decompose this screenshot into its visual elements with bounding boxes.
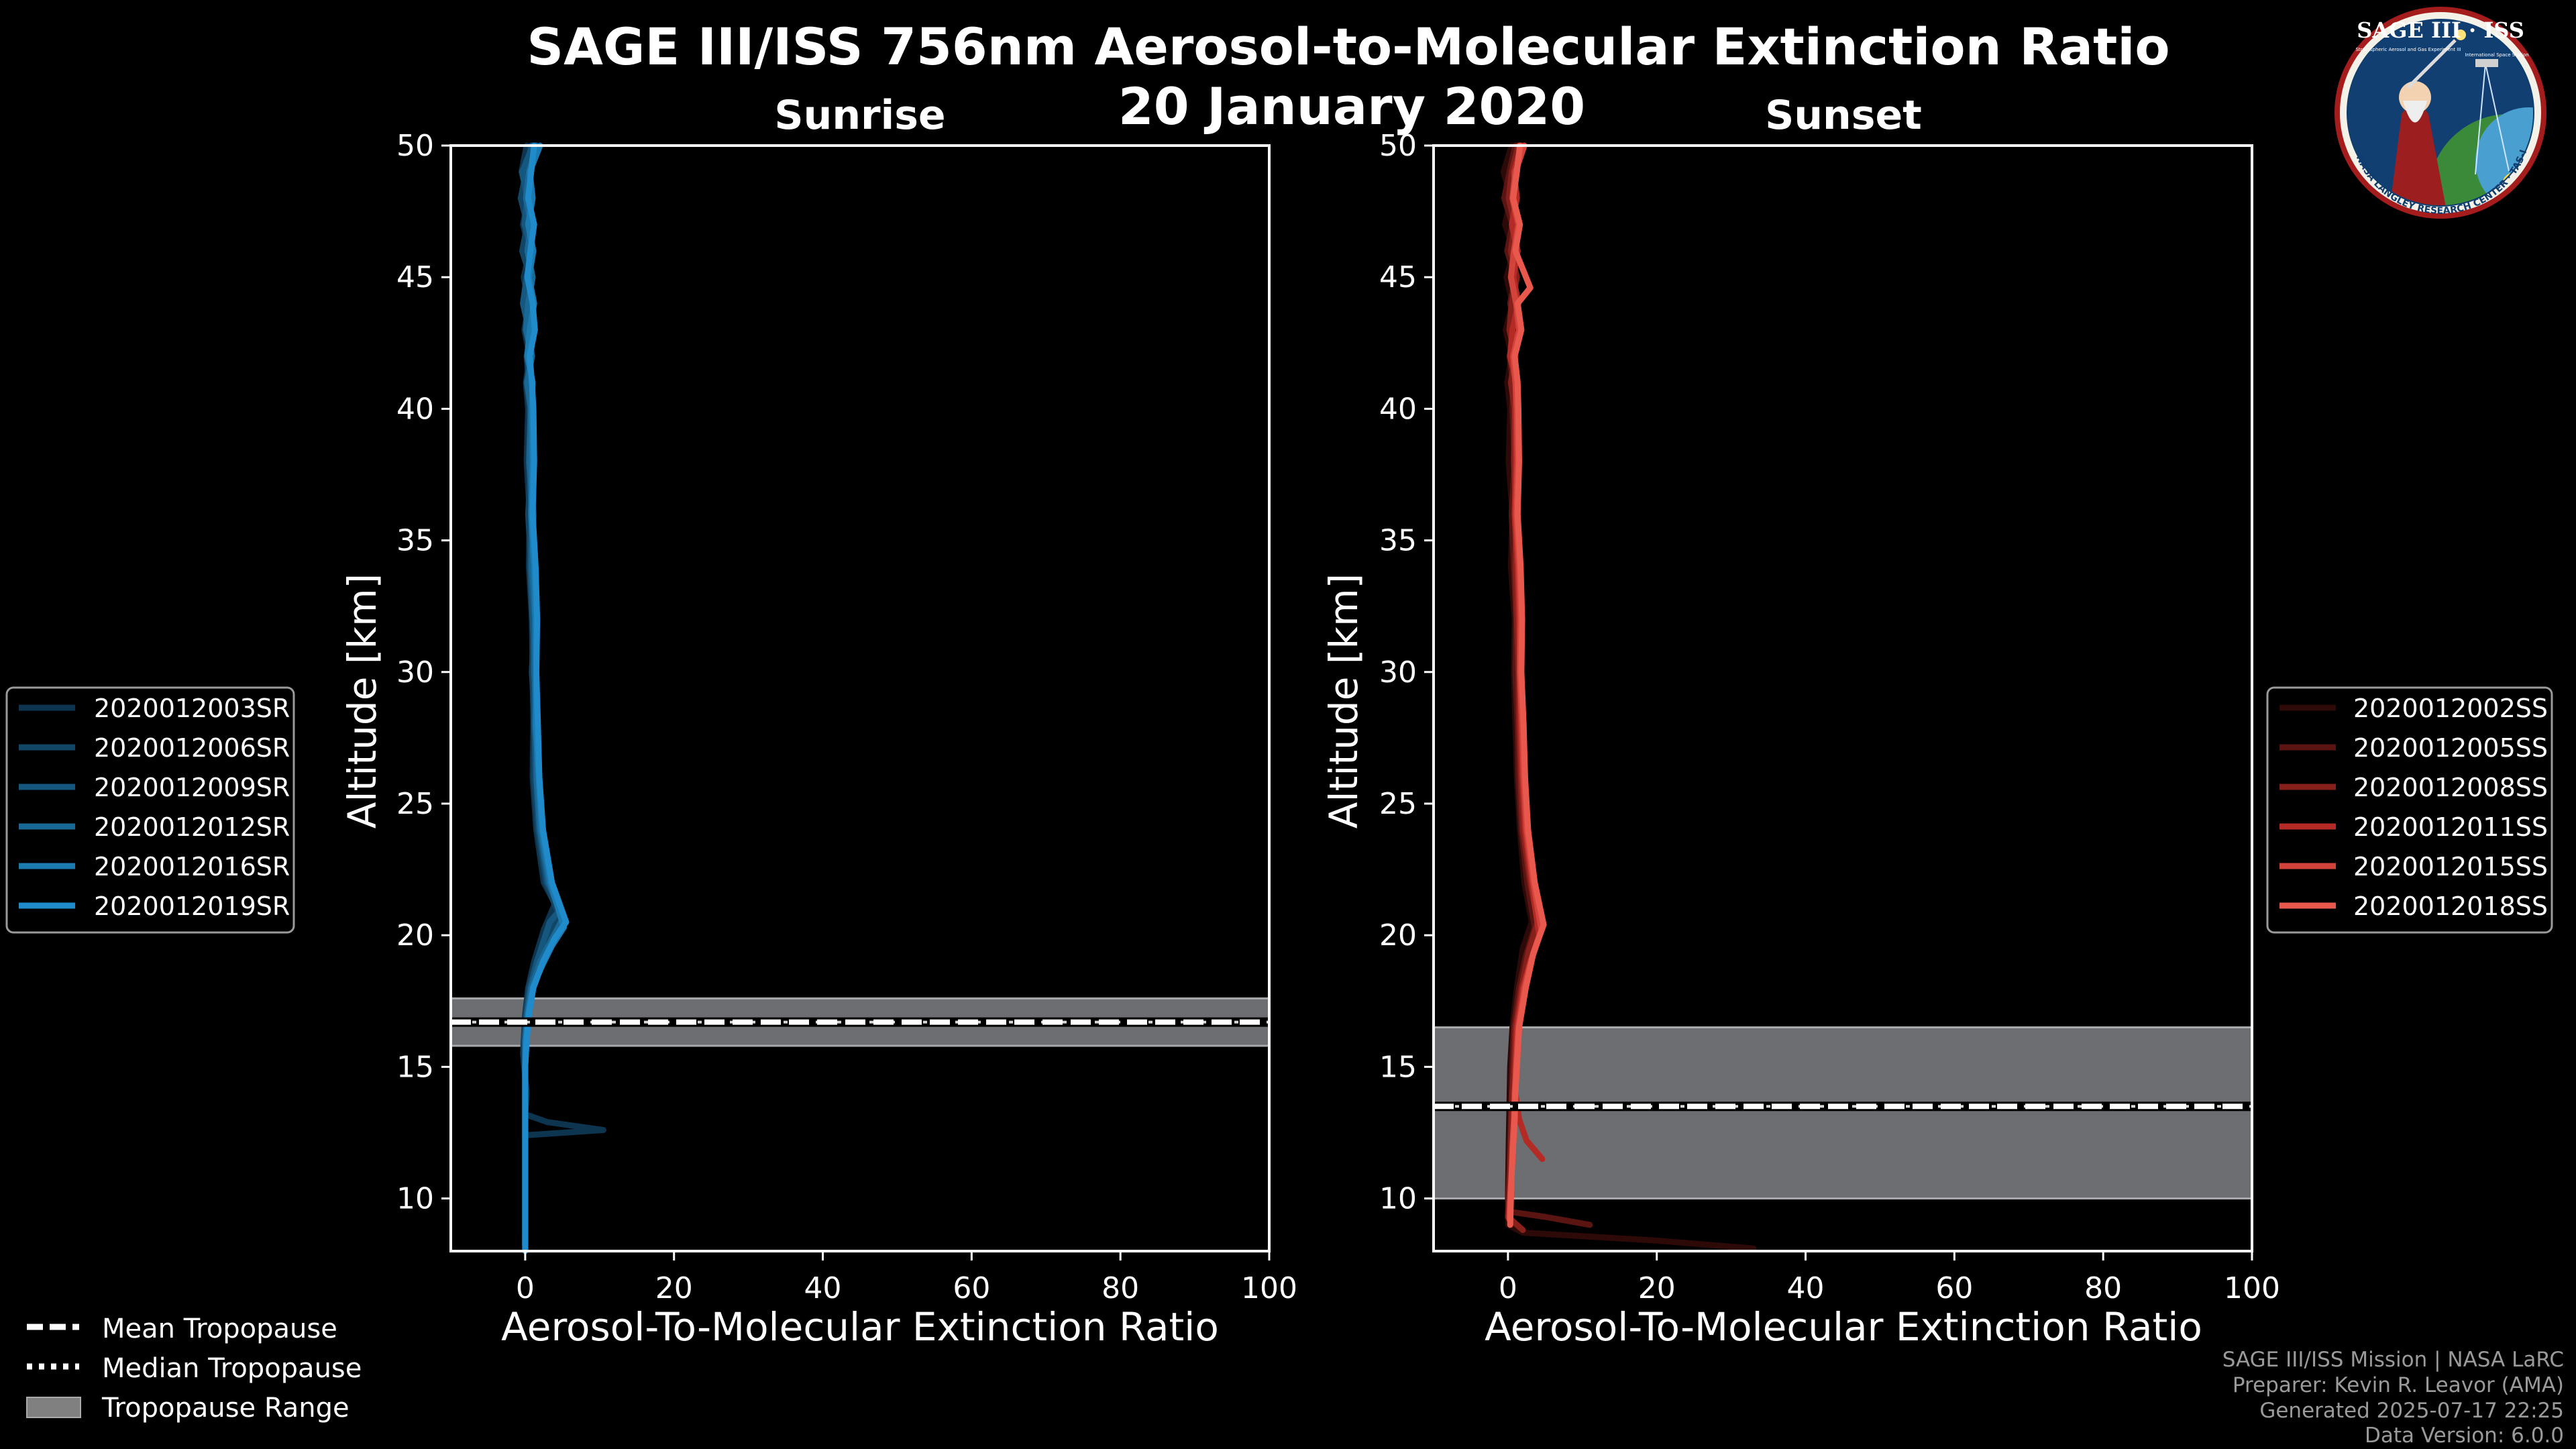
sunset-y-tick-label: 45 (1379, 260, 1417, 294)
sunset-legend: 2020012002SS 2020012005SS 2020012008SS 2020… (2266, 686, 2553, 934)
sunrise-x-tick-label: 60 (953, 1271, 990, 1305)
sunset-legend-label: 2020012005SS (2353, 733, 2548, 763)
sunset-x-tick-label: 40 (1787, 1271, 1825, 1305)
footer-preparer: Preparer: Kevin R. Leavor (AMA) (2233, 1373, 2564, 1397)
median-tropopause-label: Median Tropopause (102, 1353, 362, 1384)
sunset-y-tick-label: 25 (1379, 787, 1417, 821)
sunrise-series-2020012019SR (522, 142, 570, 1254)
sunset-y-tick-label: 40 (1379, 392, 1417, 426)
sunrise-panel: Altitude [km] Aerosol-To-Molecular Extin… (339, 129, 1297, 1350)
footer-data-version: Data Version: 6.0.0 (2365, 1424, 2564, 1448)
sunrise-x-tick-label: 20 (655, 1271, 693, 1305)
sunrise-legend-label: 2020012009SR (94, 773, 290, 802)
sunset-axes-frame (1432, 144, 2253, 1252)
sunset-y-tick-label: 50 (1379, 129, 1417, 163)
sunrise-y-axis-label: Altitude [km] (339, 574, 385, 828)
sunset-y-tick-label: 30 (1379, 655, 1417, 690)
sunrise-y-tick-label: 45 (396, 260, 434, 294)
sunset-x-tick-label: 100 (2224, 1271, 2280, 1305)
sunrise-panel-title: Sunrise (774, 92, 945, 139)
sunrise-x-axis-label: Aerosol-To-Molecular Extinction Ratio (501, 1304, 1219, 1350)
sunset-panel-title: Sunset (1765, 92, 1922, 139)
logo-small-text-right: International Space Station (2465, 52, 2528, 58)
sunrise-y-tick-label: 30 (396, 655, 434, 690)
tropopause-range-swatch (26, 1397, 81, 1418)
sunrise-legend-label: 2020012006SR (94, 733, 290, 763)
main-title: SAGE III/ISS 756nm Aerosol-to-Molecular … (527, 17, 2169, 76)
logo-text: SAGE III · ISS (2357, 17, 2524, 43)
sunrise-y-tick-label: 15 (396, 1050, 434, 1084)
sunset-panel: Altitude [km] Aerosol-To-Molecular Extin… (1321, 129, 2280, 1350)
sunrise-legend: 2020012003SR 2020012006SR 2020012009SR 2020… (5, 686, 295, 934)
sunset-x-tick-label: 20 (1638, 1271, 1676, 1305)
sunrise-legend-label: 2020012019SR (94, 892, 290, 921)
sunset-tropopause-range-band (1432, 1026, 2253, 1200)
sunrise-y-tick-label: 25 (396, 787, 434, 821)
footer-generated: Generated 2025-07-17 22:25 (2259, 1399, 2564, 1423)
tropopause-legend: Mean Tropopause Median Tropopause Tropop… (26, 1313, 362, 1424)
sunrise-y-tick-label: 20 (396, 918, 434, 953)
sunset-legend-label: 2020012018SS (2353, 892, 2548, 921)
sunrise-x-tick-label: 100 (1241, 1271, 1297, 1305)
sunset-y-axis-label: Altitude [km] (1321, 574, 1366, 828)
sunrise-legend-label: 2020012012SR (94, 812, 290, 842)
main-subtitle: 20 January 2020 (1118, 76, 1585, 136)
sunrise-axes-frame (449, 144, 1271, 1252)
sunrise-x-tick-label: 0 (516, 1271, 535, 1305)
sunset-y-tick-label: 20 (1379, 918, 1417, 953)
sunset-legend-label: 2020012011SS (2353, 812, 2548, 842)
sunset-legend-label: 2020012015SS (2353, 852, 2548, 881)
sunset-legend-label: 2020012002SS (2353, 694, 2548, 723)
footer-mission: SAGE III/ISS Mission | NASA LaRC (2222, 1348, 2564, 1372)
sunset-x-axis-label: Aerosol-To-Molecular Extinction Ratio (1485, 1304, 2202, 1350)
sunrise-y-tick-label: 40 (396, 392, 434, 426)
sunset-y-tick-label: 15 (1379, 1050, 1417, 1084)
sunrise-y-tick-label: 50 (396, 129, 434, 163)
tropopause-range-label: Tropopause Range (101, 1393, 350, 1424)
sunset-x-tick-label: 0 (1499, 1271, 1517, 1305)
sunset-y-tick-label: 10 (1379, 1182, 1417, 1216)
sunrise-legend-label: 2020012003SR (94, 694, 290, 723)
sunrise-y-tick-label: 10 (396, 1182, 434, 1216)
footer: SAGE III/ISS Mission | NASA LaRC Prepare… (2222, 1348, 2564, 1448)
sunrise-x-tick-label: 80 (1102, 1271, 1139, 1305)
sunset-legend-label: 2020012008SS (2353, 773, 2548, 802)
sunset-x-tick-label: 60 (1935, 1271, 1973, 1305)
sunset-y-tick-label: 35 (1379, 524, 1417, 558)
sunset-series-2020012018SS (1507, 142, 1547, 1228)
sunrise-x-tick-label: 40 (804, 1271, 842, 1305)
mean-tropopause-label: Mean Tropopause (102, 1313, 337, 1344)
sunset-x-tick-label: 80 (2084, 1271, 2122, 1305)
sunrise-y-tick-label: 35 (396, 524, 434, 558)
sunrise-legend-label: 2020012016SR (94, 852, 290, 881)
logo-small-text-left: Stratospheric Aerosol and Gas Experiment… (2355, 47, 2461, 52)
